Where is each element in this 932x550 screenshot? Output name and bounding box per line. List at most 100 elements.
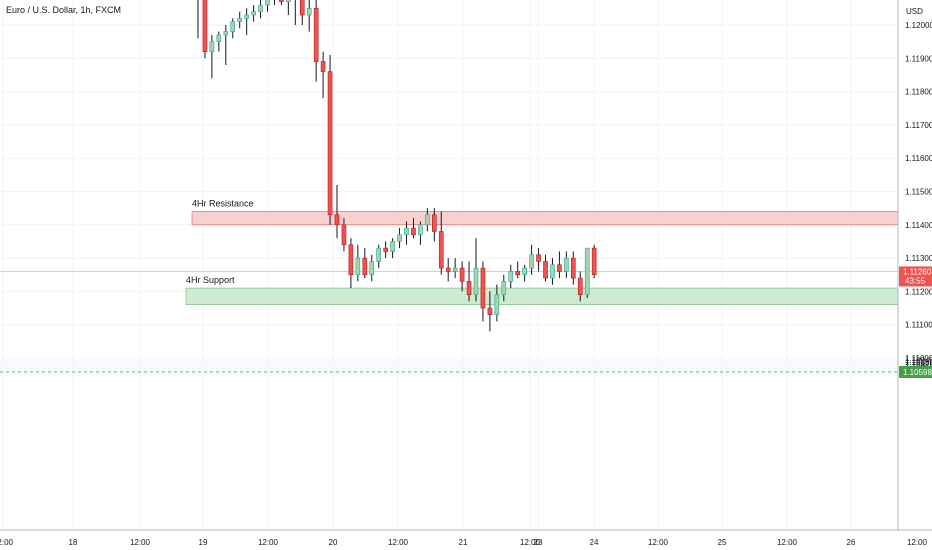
- candle[interactable]: [279, 0, 284, 6]
- candle[interactable]: [445, 258, 451, 282]
- marker-price-badge-bg: [899, 365, 932, 378]
- candle[interactable]: [306, 0, 312, 32]
- time-tick-label: 20: [329, 538, 338, 547]
- candle-body-down: [431, 214, 437, 232]
- candle[interactable]: [334, 184, 340, 239]
- price-tick-label: 1.11700: [905, 121, 932, 130]
- candle[interactable]: [216, 31, 222, 52]
- candle[interactable]: [522, 264, 527, 282]
- candle[interactable]: [383, 241, 388, 259]
- candle[interactable]: [327, 54, 333, 225]
- candle[interactable]: [501, 274, 507, 302]
- candle[interactable]: [425, 208, 430, 232]
- time-tick-label: 24: [590, 538, 599, 547]
- price-tick-label: 1.10880: [905, 358, 932, 367]
- candle[interactable]: [418, 221, 423, 245]
- candle[interactable]: [557, 251, 562, 279]
- price-tick-label: 1.11800: [905, 88, 932, 97]
- candle[interactable]: [237, 11, 242, 29]
- symbol-title[interactable]: Euro / U.S. Dollar, 1h, FXCM: [6, 5, 121, 15]
- candle[interactable]: [196, 0, 200, 39]
- candle-body-up: [397, 234, 402, 242]
- candle[interactable]: [286, 0, 291, 16]
- candle[interactable]: [362, 248, 368, 279]
- currency-label[interactable]: USD: [906, 7, 923, 16]
- candle[interactable]: [473, 238, 479, 302]
- candle[interactable]: [564, 251, 569, 279]
- time-tick-label: 21: [459, 538, 468, 547]
- candle-body-down: [341, 224, 347, 246]
- candle[interactable]: [230, 18, 236, 39]
- candle[interactable]: [299, 0, 305, 25]
- candle[interactable]: [369, 254, 375, 282]
- price-tick-label: 1.11500: [905, 188, 932, 197]
- candle-body-up: [390, 241, 395, 252]
- candles: [196, 0, 597, 332]
- candle[interactable]: [348, 238, 354, 289]
- resistance-zone[interactable]: [191, 211, 899, 226]
- candle-body-up: [237, 18, 242, 22]
- candle[interactable]: [251, 5, 256, 22]
- candle[interactable]: [320, 51, 326, 99]
- candle-body-up: [223, 31, 229, 36]
- candle[interactable]: [411, 218, 416, 239]
- candle-body-down: [279, 0, 284, 2]
- support-zone[interactable]: [185, 287, 899, 306]
- candle[interactable]: [515, 261, 521, 279]
- candle-body-up: [404, 227, 409, 236]
- candle[interactable]: [487, 291, 493, 332]
- candle[interactable]: [431, 208, 437, 242]
- candle[interactable]: [508, 264, 514, 289]
- candle[interactable]: [244, 8, 249, 35]
- candle[interactable]: [529, 244, 534, 275]
- candle-body-up: [209, 41, 215, 52]
- candle-body-up: [418, 224, 423, 236]
- time-tick-label: 23: [534, 538, 543, 547]
- candle-body-up: [501, 281, 507, 296]
- candle[interactable]: [397, 228, 402, 249]
- candle[interactable]: [404, 221, 409, 245]
- candle[interactable]: [202, 0, 208, 59]
- candle-body-up: [425, 214, 430, 226]
- candle-body-down: [411, 227, 416, 236]
- candle[interactable]: [355, 244, 361, 282]
- candle[interactable]: [313, 0, 319, 82]
- candle[interactable]: [258, 0, 263, 19]
- candle[interactable]: [223, 25, 229, 65]
- candle-body-down: [487, 307, 493, 316]
- candle[interactable]: [494, 284, 500, 322]
- candle[interactable]: [438, 211, 444, 275]
- candle[interactable]: [570, 251, 576, 285]
- candle-body-down: [313, 8, 319, 62]
- candle[interactable]: [265, 0, 270, 12]
- candle-body-down: [591, 247, 597, 276]
- candle[interactable]: [584, 247, 590, 299]
- candle[interactable]: [341, 218, 347, 252]
- candle-body-up: [216, 34, 222, 42]
- candle[interactable]: [591, 244, 597, 279]
- candle[interactable]: [452, 258, 458, 279]
- candle[interactable]: [466, 261, 472, 302]
- candle[interactable]: [459, 261, 465, 292]
- marker-price-badge[interactable]: 1.10598: [899, 365, 932, 378]
- candle[interactable]: [480, 261, 486, 322]
- candle[interactable]: [390, 238, 395, 259]
- candle[interactable]: [209, 34, 215, 79]
- candle[interactable]: [293, 0, 297, 25]
- time-tick-label: 12:00: [130, 538, 151, 547]
- candle-body-down: [438, 231, 444, 269]
- candle[interactable]: [376, 244, 382, 269]
- time-tick-label: 19: [199, 538, 208, 547]
- price-tick-label: 1.11100: [905, 321, 932, 330]
- candle[interactable]: [272, 0, 276, 6]
- candle[interactable]: [550, 258, 555, 285]
- candle[interactable]: [536, 248, 541, 272]
- candle[interactable]: [577, 271, 583, 302]
- candle-body-down: [348, 244, 354, 276]
- candle-body-down: [362, 257, 368, 276]
- time-tick-label: 12:00: [520, 538, 541, 547]
- time-tick-label: 12:00: [258, 538, 279, 547]
- candle[interactable]: [543, 254, 548, 282]
